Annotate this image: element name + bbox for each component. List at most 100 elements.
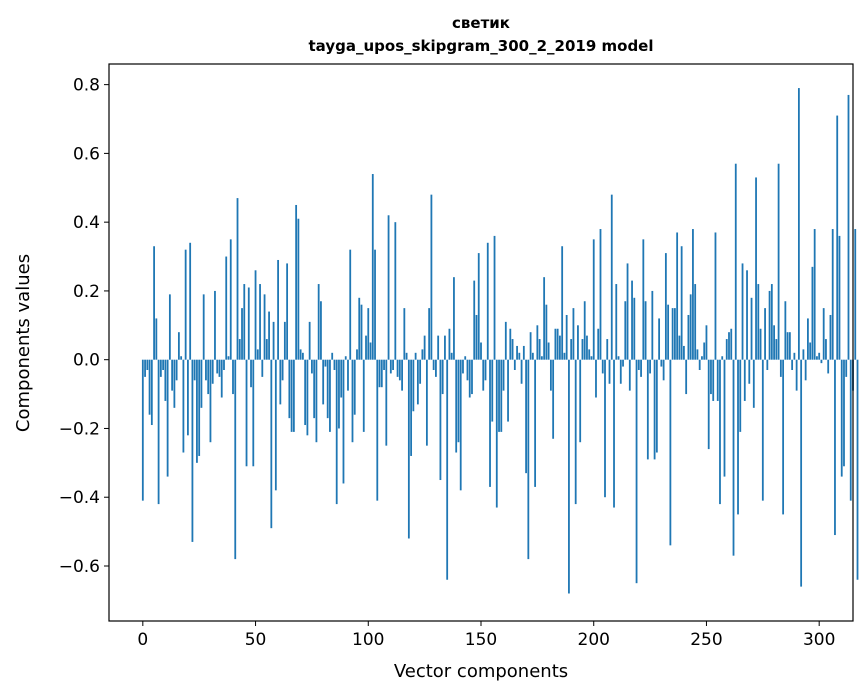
bar (227, 356, 230, 360)
y-tick-label: 0.6 (73, 144, 100, 164)
bar (732, 359, 735, 556)
bar (175, 359, 178, 381)
plot-frame (108, 63, 854, 622)
bar (716, 359, 719, 401)
bar (344, 356, 347, 360)
y-axis-ticks: −0.6 −0.4 −0.2 0.0 0.2 0.4 0.6 0.8 (59, 76, 109, 577)
bar (295, 204, 298, 360)
bar (317, 284, 320, 360)
bar (556, 328, 559, 360)
bar (482, 359, 485, 391)
bar (552, 359, 555, 439)
bar (216, 359, 219, 374)
bar (599, 229, 602, 360)
bar (333, 359, 336, 370)
bar (144, 359, 146, 377)
bar (631, 280, 633, 360)
bar (187, 359, 189, 436)
x-tick-label: 50 (245, 630, 267, 650)
bar (340, 359, 343, 398)
bar (518, 352, 521, 360)
bar (428, 308, 431, 360)
bar (180, 356, 183, 360)
bar (588, 349, 591, 360)
bar (238, 339, 241, 360)
bar (777, 163, 780, 360)
bar (243, 284, 246, 360)
bar (371, 174, 374, 360)
bar (500, 359, 503, 432)
bar (683, 345, 685, 360)
bar (561, 246, 564, 360)
bar (797, 88, 800, 360)
bar (396, 359, 399, 377)
bar (146, 359, 149, 370)
bar (845, 359, 848, 377)
bar (439, 359, 442, 481)
bar (529, 332, 532, 360)
bar (511, 339, 514, 360)
bar (725, 339, 728, 360)
y-tick-label: −0.2 (59, 419, 100, 439)
bar (755, 177, 757, 360)
bar (403, 308, 406, 360)
bar (432, 359, 435, 370)
bar (299, 349, 302, 360)
bar (793, 352, 796, 360)
bar (168, 294, 171, 360)
bar (311, 359, 313, 374)
bar (807, 318, 809, 360)
bar (250, 359, 252, 388)
bar (572, 308, 575, 360)
y-tick-label: 0.8 (73, 76, 100, 96)
bar (475, 314, 478, 360)
bar (822, 308, 825, 360)
bar (595, 359, 597, 398)
bar (516, 345, 518, 360)
bar (274, 359, 277, 491)
bar (559, 335, 561, 360)
bar (150, 359, 153, 426)
bar (741, 263, 744, 360)
bar (750, 297, 753, 360)
bar (457, 359, 460, 443)
bar (173, 359, 176, 408)
bar (534, 359, 537, 487)
bar (223, 359, 225, 370)
bar (182, 359, 185, 453)
bar (608, 359, 611, 384)
bar (162, 359, 165, 370)
bar (513, 359, 516, 370)
bar-series (141, 88, 859, 594)
bar (662, 359, 665, 381)
bar (157, 359, 160, 505)
bar (651, 290, 654, 360)
bar (394, 222, 397, 360)
bar (757, 284, 760, 360)
bar (283, 321, 286, 360)
bar (694, 284, 697, 360)
bar (247, 287, 250, 360)
bar (752, 359, 755, 408)
bar (286, 263, 289, 360)
bar (664, 253, 667, 360)
bar (827, 359, 830, 374)
bar (480, 342, 482, 360)
bar (703, 342, 706, 360)
bar (383, 359, 385, 370)
x-tick-label: 150 (465, 630, 497, 650)
x-tick-label: 200 (578, 630, 610, 650)
bar (214, 290, 216, 360)
bar (606, 339, 609, 360)
bar (710, 359, 712, 395)
bar (536, 325, 539, 360)
bar (493, 235, 496, 360)
bar (301, 352, 304, 360)
bar (256, 349, 259, 360)
bar (581, 339, 584, 360)
bar (351, 359, 354, 443)
bar (723, 359, 726, 477)
bar (347, 359, 349, 391)
bar (838, 235, 841, 360)
